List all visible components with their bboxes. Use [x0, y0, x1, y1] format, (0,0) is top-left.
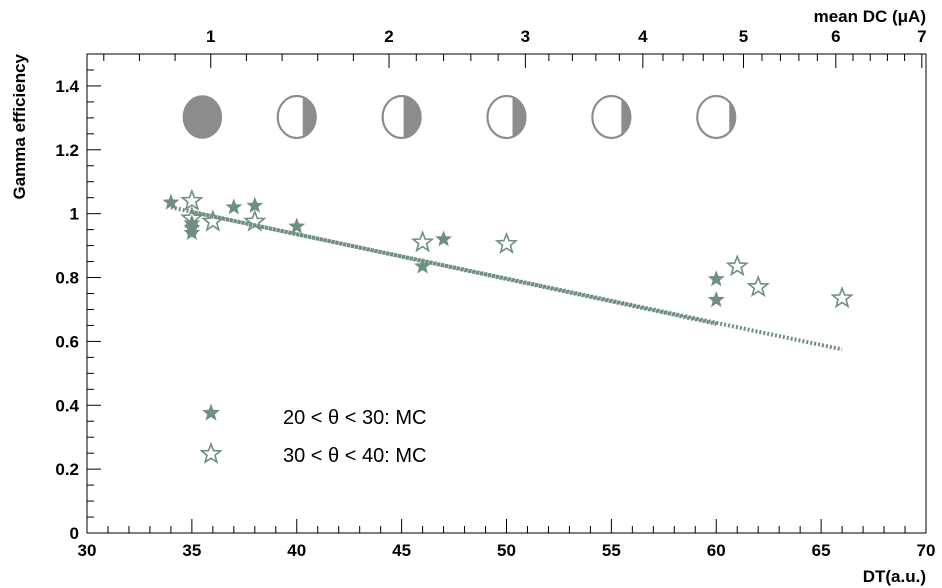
top-tick-label: 7	[917, 27, 926, 46]
open-star-point	[180, 206, 204, 229]
top-axis-ticks: 1 2 3 4 5 6 7	[103, 27, 927, 68]
open-star-icon	[199, 441, 223, 464]
filled-star-point	[435, 230, 453, 247]
x-tick-label: 60	[707, 541, 726, 560]
moon-phase-icon	[381, 95, 422, 139]
open-star-point	[746, 274, 770, 298]
moon-phase-icon	[276, 95, 317, 139]
x-axis-title: DT(a.u.)	[863, 567, 926, 586]
top-tick-label: 4	[638, 27, 648, 46]
filled-star-point	[288, 217, 306, 234]
legend: 20 < θ < 30: MC 30 < θ < 40: MC	[199, 403, 426, 467]
top-tick-label: 1	[206, 27, 215, 46]
top-tick-label: 6	[831, 27, 840, 46]
open-star-point	[201, 209, 225, 232]
y-tick-label: 0.4	[55, 396, 79, 415]
filled-star-point	[414, 257, 432, 274]
x-tick-label: 70	[917, 541, 936, 560]
moon-phase-icon	[696, 95, 737, 139]
data-points	[162, 188, 854, 309]
moon-phase-icon	[591, 95, 632, 139]
moon-phase-icon	[182, 95, 223, 139]
x-tick-label: 40	[287, 541, 306, 560]
legend-label-series-2: 30 < θ < 40: MC	[283, 445, 426, 467]
open-star-point	[410, 230, 435, 253]
fit-line-series-1	[170, 205, 717, 326]
x-tick-label: 45	[392, 541, 411, 560]
y-tick-label: 0	[70, 524, 79, 543]
moon-phase-icons	[182, 95, 737, 139]
top-axis-title: mean DC (μA)	[814, 7, 926, 26]
legend-marker-open-star	[199, 441, 223, 464]
filled-star-point	[707, 270, 725, 287]
open-star-point	[243, 209, 267, 232]
y-tick-label: 0.8	[55, 269, 79, 288]
fit-line-series-2	[191, 210, 843, 352]
y-tick-label: 1	[70, 205, 79, 224]
y-tick-label: 0.2	[55, 460, 79, 479]
filled-star-point	[162, 193, 180, 210]
top-tick-label: 2	[384, 27, 393, 46]
filled-star-point	[183, 223, 201, 241]
fit-lines	[170, 205, 843, 352]
y-axis-ticks: 0 0.2 0.4 0.6 0.8 1 1.2 1.4	[55, 53, 101, 543]
top-tick-label: 5	[739, 27, 748, 46]
open-star-point	[725, 254, 749, 277]
y-tick-label: 0.6	[55, 332, 79, 351]
filled-star-point	[707, 290, 725, 308]
top-tick-label: 3	[521, 27, 530, 46]
x-tick-label: 50	[497, 541, 516, 560]
x-tick-label: 55	[602, 541, 621, 560]
x-axis-ticks: 30 35 40 45 50 55 60 65 70	[78, 519, 936, 560]
moon-phase-icon	[486, 95, 527, 139]
filled-star-point	[246, 196, 264, 213]
x-tick-label: 35	[182, 541, 201, 560]
y-tick-label: 1.2	[55, 141, 79, 160]
open-star-point	[180, 188, 204, 211]
open-star-point	[494, 231, 519, 254]
x-tick-label: 30	[78, 541, 97, 560]
y-axis-title: Gamma efficiency	[10, 53, 29, 199]
y-tick-label: 1.4	[55, 77, 79, 96]
filled-star-icon	[202, 403, 220, 421]
legend-label-series-1: 20 < θ < 30: MC	[283, 407, 426, 429]
open-star-point	[830, 286, 854, 309]
filled-star-point	[225, 198, 243, 215]
x-tick-label: 65	[812, 541, 831, 560]
legend-marker-filled-star	[202, 403, 220, 421]
